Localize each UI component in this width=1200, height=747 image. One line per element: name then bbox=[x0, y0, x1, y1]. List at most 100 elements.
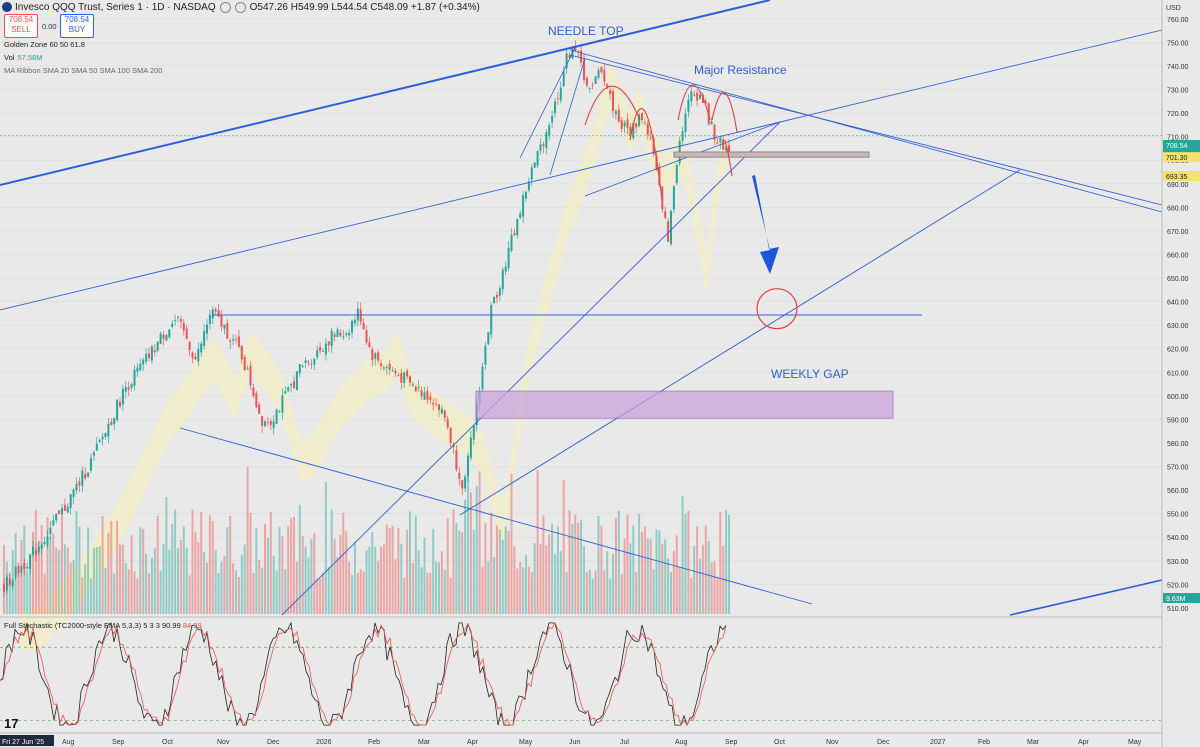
candle-body bbox=[612, 91, 614, 112]
volume-bar bbox=[681, 496, 684, 614]
stoch-legend[interactable]: Full Stochastic (TC2000-style EMA 5,3,3)… bbox=[4, 621, 202, 630]
candle-body bbox=[562, 71, 565, 86]
volume-bar bbox=[264, 523, 266, 614]
volume-bar bbox=[336, 557, 339, 614]
price-tag bbox=[1163, 152, 1200, 163]
candle-body bbox=[266, 421, 269, 423]
candle-body bbox=[545, 132, 548, 149]
volume-bar bbox=[530, 572, 533, 614]
volume-bar bbox=[449, 577, 452, 614]
volume-bar bbox=[92, 548, 95, 614]
candle-body bbox=[356, 308, 359, 321]
volume-bar bbox=[78, 526, 81, 614]
price-tick-label: 530.00 bbox=[1167, 559, 1189, 566]
volume-bar bbox=[165, 496, 168, 614]
volume-bar bbox=[649, 539, 652, 614]
volume-bar bbox=[43, 573, 46, 614]
candle-body bbox=[156, 341, 159, 351]
candle-body bbox=[298, 364, 301, 374]
candle-body bbox=[725, 146, 728, 151]
candle-body bbox=[246, 368, 249, 370]
volume-bar bbox=[243, 544, 246, 614]
candle-body bbox=[385, 367, 388, 369]
candle-body bbox=[232, 339, 235, 341]
candle-body bbox=[641, 112, 643, 120]
volume-bar bbox=[722, 545, 725, 614]
candle-body bbox=[107, 423, 110, 437]
volume-bar bbox=[98, 546, 101, 614]
price-tick-label: 590.00 bbox=[1167, 417, 1189, 424]
candle-body bbox=[324, 343, 327, 355]
candle-body bbox=[191, 352, 194, 358]
volume-bar bbox=[339, 534, 342, 614]
candle-body bbox=[455, 450, 458, 470]
candle-body bbox=[574, 46, 577, 51]
volume-bar bbox=[693, 546, 696, 614]
volume-bar bbox=[371, 531, 374, 614]
candle-body bbox=[23, 563, 26, 570]
volume-bar bbox=[716, 577, 719, 614]
price-tick-label: 760.00 bbox=[1167, 17, 1189, 24]
candle-body bbox=[130, 384, 133, 388]
volume-bar bbox=[313, 532, 316, 614]
trendline bbox=[0, 29, 1163, 311]
volume-bar bbox=[177, 548, 179, 614]
candle-body bbox=[58, 510, 61, 515]
volume-bar bbox=[90, 578, 92, 614]
price-tick-label: 560.00 bbox=[1167, 488, 1189, 495]
volume-bar bbox=[588, 569, 591, 614]
trendline bbox=[1009, 579, 1163, 616]
indicator-volume[interactable]: Vol 57.58M bbox=[4, 53, 42, 62]
price-tag-value: 701.30 bbox=[1166, 155, 1188, 162]
candle-body bbox=[26, 566, 29, 569]
indicator-ma-ribbon[interactable]: MA Ribbon SMA 20 SMA 50 SMA 100 SMA 200 bbox=[4, 66, 162, 75]
candle-body bbox=[185, 328, 188, 339]
stoch-d-line bbox=[0, 622, 727, 727]
candle-body bbox=[150, 346, 153, 361]
volume-bar bbox=[206, 562, 208, 614]
volume-bar bbox=[322, 572, 324, 614]
candle-body bbox=[429, 396, 432, 401]
volume-bar bbox=[52, 533, 55, 614]
candle-body bbox=[594, 76, 597, 84]
volume-bar bbox=[614, 517, 617, 614]
ohlc-readout: O547.26 H549.99 L544.54 C548.09 +1.87 (+… bbox=[249, 1, 480, 13]
volume-bar bbox=[287, 526, 290, 614]
symbol-title[interactable]: Invesco QQQ Trust, Series 1 · 1D · NASDA… bbox=[15, 1, 216, 13]
candle-body bbox=[583, 60, 585, 80]
candle-body bbox=[194, 356, 197, 360]
candle-body bbox=[255, 393, 258, 408]
buy-label: BUY bbox=[68, 25, 86, 34]
support-zone bbox=[673, 151, 870, 158]
candle-body bbox=[530, 167, 533, 180]
down-arrow bbox=[752, 175, 779, 274]
candle-body bbox=[504, 266, 507, 272]
candle-body bbox=[61, 508, 63, 514]
volume-bar bbox=[119, 544, 121, 614]
sell-button[interactable]: 708.54 SELL bbox=[4, 14, 38, 38]
indicator-golden-zone[interactable]: Golden Zone 60 50 61.8 bbox=[4, 40, 85, 49]
volume-bar bbox=[426, 572, 429, 614]
candle-body bbox=[446, 419, 449, 428]
candle-body bbox=[391, 370, 394, 372]
candle-body bbox=[365, 330, 368, 343]
volume-bar bbox=[162, 544, 165, 614]
eye-icon[interactable] bbox=[234, 1, 246, 13]
volume-bar bbox=[606, 551, 609, 614]
candle-body bbox=[20, 566, 23, 573]
volume-bar bbox=[707, 540, 710, 614]
candle-body bbox=[716, 142, 719, 144]
volume-bar bbox=[351, 575, 353, 614]
volume-bar bbox=[34, 510, 37, 614]
trendline bbox=[519, 47, 576, 159]
buy-button[interactable]: 708.54 BUY bbox=[60, 14, 94, 38]
volume-bar bbox=[585, 572, 588, 614]
volume-bar bbox=[139, 527, 142, 614]
candle-body bbox=[435, 403, 438, 405]
volume-bar bbox=[324, 482, 327, 614]
volume-bar bbox=[609, 578, 612, 614]
spread-value: 0.00 bbox=[42, 22, 57, 31]
volume-bar bbox=[397, 528, 400, 614]
volume-bar bbox=[670, 572, 672, 614]
